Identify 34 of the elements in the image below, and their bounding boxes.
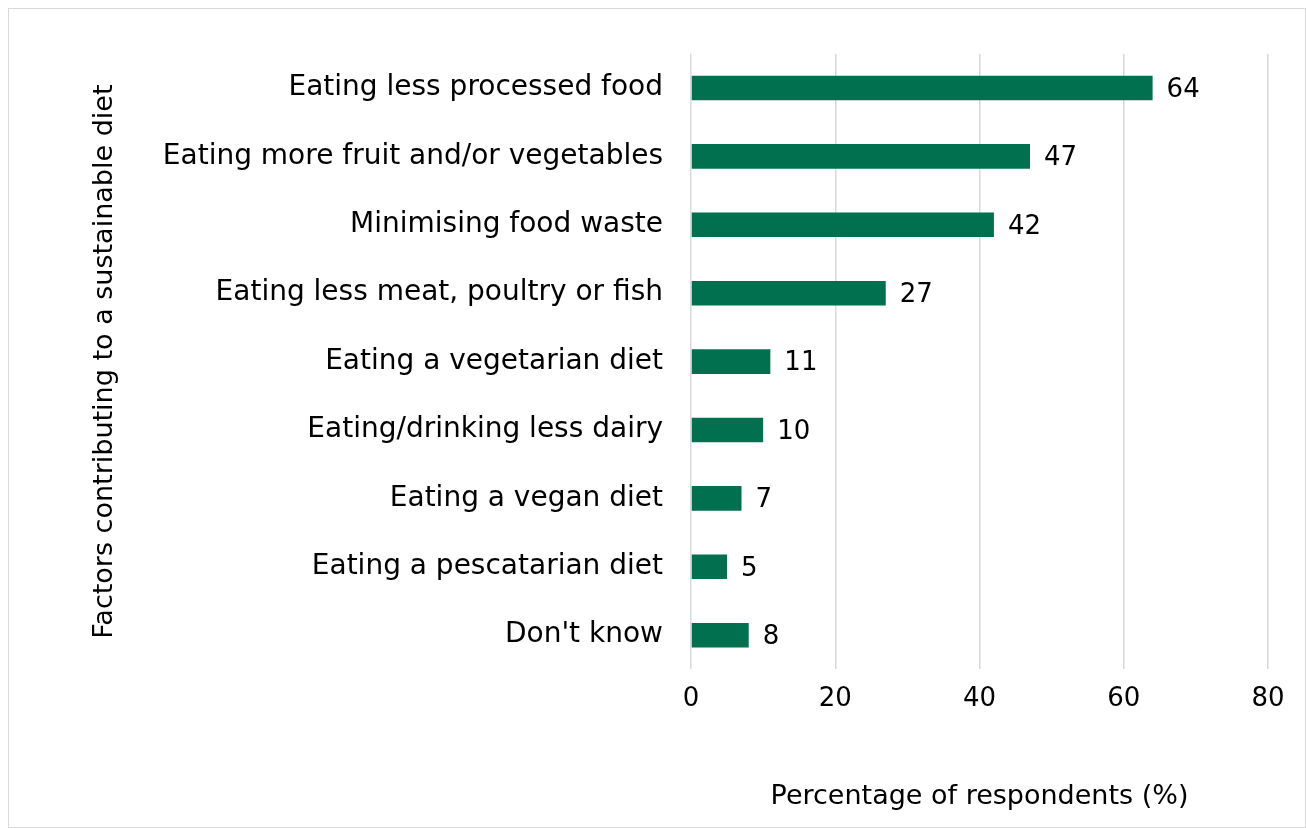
y-tick-label: Eating less meat, poultry or fish — [215, 274, 663, 308]
data-label: 64 — [1166, 72, 1200, 103]
data-label: 5 — [741, 551, 758, 582]
y-tick-label: Eating a vegetarian diet — [325, 342, 664, 376]
y-axis-title: Factors contributing to a sustainable diet — [87, 84, 119, 639]
data-label: 47 — [1043, 141, 1078, 172]
y-tick-label: Minimising food waste — [350, 206, 663, 240]
bar — [691, 280, 886, 306]
y-tick-label: Eating a vegan diet — [389, 479, 664, 513]
y-tick-label: Eating/drinking less dairy — [307, 411, 663, 445]
bar — [691, 486, 742, 511]
data-label: 8 — [762, 619, 780, 650]
y-tick-label: Eating less processed food — [288, 69, 663, 103]
x-tick-label: 0 — [682, 681, 700, 712]
x-tick-label: 80 — [1251, 681, 1285, 712]
y-tick-label: Eating a pescatarian diet — [311, 548, 664, 582]
data-label: 42 — [1007, 209, 1042, 240]
bar — [691, 349, 771, 374]
bar — [691, 417, 764, 443]
bar — [691, 554, 728, 580]
data-label: 11 — [784, 346, 818, 377]
x-axis-title: Percentage of respondents (%) — [770, 778, 1189, 810]
bar — [691, 622, 749, 648]
x-tick-label: 60 — [1107, 681, 1141, 712]
bar — [691, 212, 994, 238]
data-label: 27 — [899, 277, 933, 308]
y-tick-label: Don't know — [504, 616, 663, 650]
x-tick-label: 20 — [818, 681, 852, 712]
data-label: 7 — [755, 483, 773, 514]
bar — [691, 75, 1153, 101]
y-tick-label: Eating more fruit and/or vegetables — [162, 137, 663, 171]
bar — [691, 144, 1030, 169]
data-label: 10 — [777, 414, 811, 445]
x-tick-label: 40 — [962, 681, 997, 712]
